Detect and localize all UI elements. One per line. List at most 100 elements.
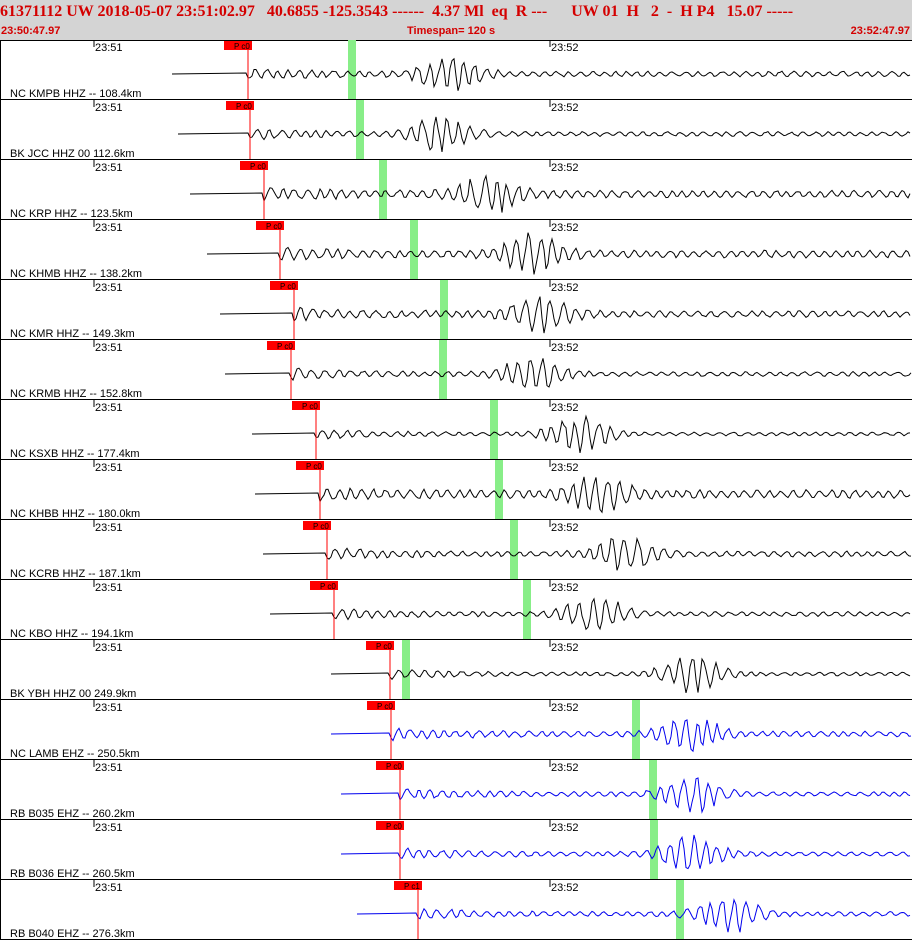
trace-row: P c0 23:51 23:52 NC KRMB HHZ -- 152.8km bbox=[0, 340, 912, 400]
minute-label: 23:52 bbox=[551, 42, 579, 54]
p-pick-flag[interactable] bbox=[296, 461, 324, 470]
pick-label: P c0 bbox=[377, 702, 393, 711]
trace-row: P c0 23:51 23:52 BK JCC HHZ 00 112.6km bbox=[0, 100, 912, 160]
waveform-trace bbox=[189, 174, 911, 213]
p-pick-flag[interactable] bbox=[292, 401, 320, 410]
p-pick-flag[interactable] bbox=[226, 101, 254, 110]
minute-label: 23:51 bbox=[95, 702, 123, 714]
channel-label: NC KCRB HHZ -- 187.1km bbox=[10, 568, 141, 580]
minute-label: 23:51 bbox=[95, 582, 123, 594]
channel-label: BK YBH HHZ 00 249.9km bbox=[10, 688, 136, 700]
minute-label: 23:51 bbox=[95, 102, 123, 114]
waveform-trace bbox=[206, 232, 911, 275]
minute-label: 23:51 bbox=[95, 822, 123, 834]
minute-label: 23:51 bbox=[95, 402, 123, 414]
channel-label: NC KHBB HHZ -- 180.0km bbox=[10, 508, 140, 520]
waveform-trace bbox=[340, 834, 911, 870]
trace-row: P c0 23:51 23:52 RB B035 EHZ -- 260.2km bbox=[0, 760, 912, 820]
s-phase-window bbox=[510, 520, 518, 579]
p-pick-flag[interactable] bbox=[303, 521, 331, 530]
minute-label: 23:51 bbox=[95, 42, 123, 54]
trace-row: P c0 23:51 23:52 NC KRP HHZ -- 123.5km bbox=[0, 160, 912, 220]
minute-label: 23:51 bbox=[95, 222, 123, 234]
s-phase-window bbox=[495, 460, 503, 519]
trace-row: P c0 23:51 23:52 NC KBO HHZ -- 194.1km bbox=[0, 580, 912, 640]
minute-label: 23:51 bbox=[95, 642, 123, 654]
waveform-trace bbox=[177, 116, 911, 152]
waveform-trace bbox=[262, 536, 912, 571]
p-pick-flag[interactable] bbox=[376, 821, 404, 830]
p-pick-flag[interactable] bbox=[376, 761, 404, 770]
pick-label: P c0 bbox=[306, 462, 322, 471]
pick-label: P c0 bbox=[236, 102, 252, 111]
pick-label: P c0 bbox=[234, 42, 250, 51]
s-phase-window bbox=[523, 580, 531, 639]
s-phase-window bbox=[632, 700, 640, 759]
channel-label: NC KRP HHZ -- 123.5km bbox=[10, 208, 133, 220]
s-phase-window bbox=[348, 40, 356, 99]
minute-label: 23:52 bbox=[551, 702, 579, 714]
pick-label: P c1 bbox=[404, 882, 420, 891]
waveform-trace bbox=[224, 358, 912, 389]
minute-label: 23:52 bbox=[551, 402, 579, 414]
p-pick-flag[interactable] bbox=[240, 161, 268, 170]
channel-label: RB B035 EHZ -- 260.2km bbox=[10, 808, 135, 820]
channel-label: BK JCC HHZ 00 112.6km bbox=[10, 148, 135, 160]
s-phase-window bbox=[649, 760, 657, 819]
minute-label: 23:52 bbox=[551, 102, 579, 114]
event-header: 61371112 UW 2018-05-07 23:51:02.97 40.68… bbox=[0, 0, 912, 41]
pick-label: P c0 bbox=[250, 162, 266, 171]
waveform-trace bbox=[330, 657, 911, 694]
waveform-trace bbox=[219, 296, 911, 334]
p-pick-flag[interactable] bbox=[270, 281, 298, 290]
minute-label: 23:52 bbox=[551, 162, 579, 174]
minute-label: 23:52 bbox=[551, 642, 579, 654]
p-pick-flag[interactable] bbox=[310, 581, 338, 590]
p-pick-flag[interactable] bbox=[394, 881, 422, 890]
event-title-line: 61371112 UW 2018-05-07 23:51:02.97 40.68… bbox=[0, 3, 794, 20]
pick-label: P c0 bbox=[320, 582, 336, 591]
waveform-trace bbox=[356, 898, 911, 933]
minute-label: 23:52 bbox=[551, 462, 579, 474]
trace-row: P c1 23:51 23:52 RB B040 EHZ -- 276.3km bbox=[0, 880, 912, 940]
channel-label: RB B040 EHZ -- 276.3km bbox=[10, 928, 135, 940]
waveform-trace bbox=[171, 57, 911, 91]
p-pick-flag[interactable] bbox=[267, 341, 295, 350]
channel-label: NC LAMB EHZ -- 250.5km bbox=[10, 748, 140, 760]
trace-row: P c0 23:51 23:52 RB B036 EHZ -- 260.5km bbox=[0, 820, 912, 880]
s-phase-window bbox=[356, 100, 364, 159]
timespan-label: Timespan= 120 s bbox=[407, 25, 496, 37]
s-phase-window bbox=[676, 880, 684, 939]
channel-label: RB B036 EHZ -- 260.5km bbox=[10, 868, 135, 880]
minute-label: 23:51 bbox=[95, 522, 123, 534]
pick-label: P c0 bbox=[313, 522, 329, 531]
pick-label: P c0 bbox=[302, 402, 318, 411]
channel-label: NC KSXB HHZ -- 177.4km bbox=[10, 448, 140, 460]
pick-label: P c0 bbox=[386, 822, 402, 831]
channel-label: NC KBO HHZ -- 194.1km bbox=[10, 628, 133, 640]
channel-label: NC KRMB HHZ -- 152.8km bbox=[10, 388, 142, 400]
trace-row: P c0 23:51 23:52 NC KCRB HHZ -- 187.1km bbox=[0, 520, 912, 580]
minute-label: 23:51 bbox=[95, 882, 123, 894]
waveform-trace bbox=[340, 777, 911, 814]
p-pick-flag[interactable] bbox=[367, 701, 395, 710]
trace-row: P c0 23:51 23:52 NC LAMB EHZ -- 250.5km bbox=[0, 700, 912, 760]
channel-label: NC KMPB HHZ -- 108.4km bbox=[10, 88, 141, 100]
minute-label: 23:51 bbox=[95, 282, 123, 294]
p-pick-flag[interactable] bbox=[224, 41, 252, 50]
pick-label: P c0 bbox=[277, 342, 293, 351]
s-phase-window bbox=[650, 820, 658, 879]
minute-label: 23:51 bbox=[95, 762, 123, 774]
pick-label: P c0 bbox=[386, 762, 402, 771]
s-phase-window bbox=[439, 340, 447, 399]
trace-row: P c0 23:51 23:52 NC KHMB HHZ -- 138.2km bbox=[0, 220, 912, 280]
waveform-trace bbox=[330, 719, 912, 753]
trace-row: P c0 23:51 23:52 NC KHBB HHZ -- 180.0km bbox=[0, 460, 912, 520]
s-phase-window bbox=[379, 160, 387, 219]
p-pick-flag[interactable] bbox=[366, 641, 394, 650]
trace-row: P c0 23:51 23:52 NC KMPB HHZ -- 108.4km bbox=[0, 40, 912, 100]
waveform-trace bbox=[251, 414, 911, 453]
p-pick-flag[interactable] bbox=[256, 221, 284, 230]
minute-label: 23:52 bbox=[551, 222, 579, 234]
